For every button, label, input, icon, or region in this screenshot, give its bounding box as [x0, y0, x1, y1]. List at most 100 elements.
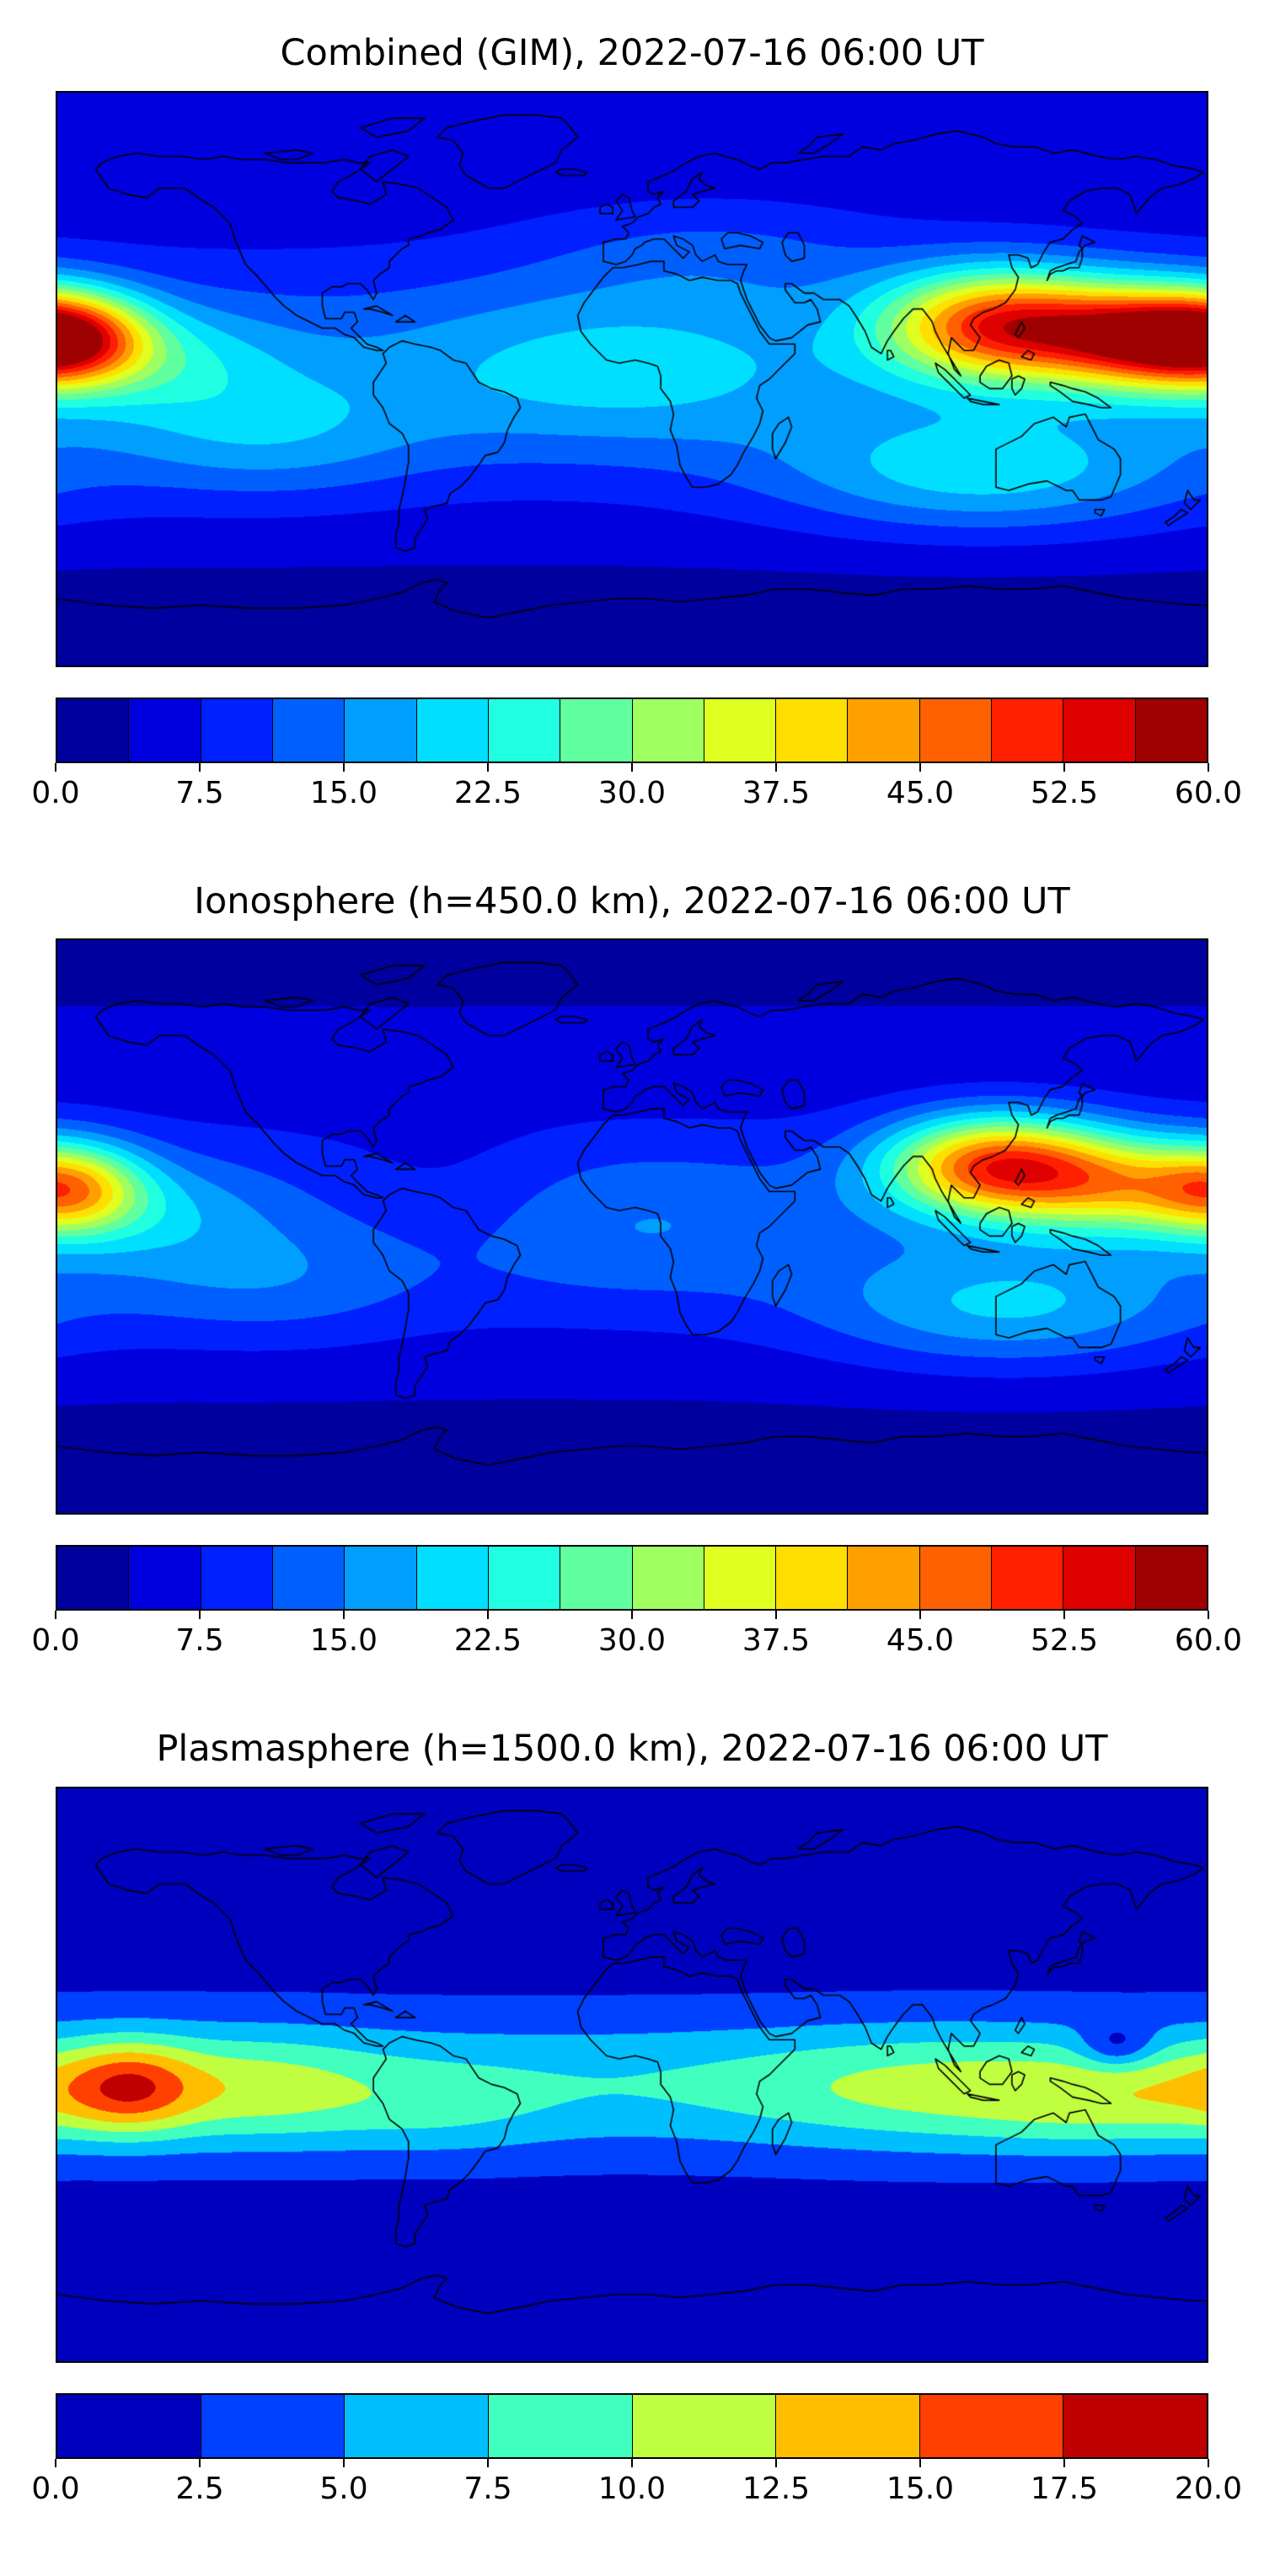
- colorbar-segment: [416, 698, 489, 762]
- colorbar-segment: [129, 698, 201, 762]
- colorbar-segment: [632, 1547, 704, 1610]
- colorbar-ionosphere: 0.0 7.5 15.0 22.5 30.0 37.5 45.0 52.5 60.0: [31, 1545, 1242, 1662]
- colorbar-combined: 0.0 7.5 15.0 22.5 30.0 37.5 45.0 52.5 60.0: [31, 697, 1242, 815]
- colorbar-tick-label: 30.0: [597, 1623, 667, 1659]
- map-ionosphere: [56, 938, 1208, 1515]
- colorbar-tick-mark: [919, 762, 921, 772]
- colorbar-segment: [704, 1547, 777, 1610]
- colorbar-tick-mark: [631, 762, 633, 772]
- colorbar-tick-label: 2.5: [175, 2471, 224, 2506]
- colorbar-segment: [776, 1547, 849, 1610]
- colorbar-tick-label: 7.5: [175, 775, 224, 810]
- panel-ionosphere: Ionosphere (h=450.0 km), 2022-07-16 06:0…: [31, 880, 1242, 1663]
- colorbar-segment: [560, 1547, 633, 1610]
- colorbar-segment: [416, 1547, 489, 1610]
- colorbar-tick-label: 15.0: [309, 775, 378, 810]
- colorbar-tick-mark: [1208, 2458, 1209, 2467]
- colorbar-tick-label: 12.5: [742, 2471, 811, 2506]
- colorbar-segment: [345, 698, 417, 762]
- colorbar-tick-mark: [343, 762, 345, 772]
- colorbar-tick-mark: [775, 762, 777, 772]
- colorbar-tick-label: 60.0: [1174, 1623, 1243, 1659]
- panel-plasmasphere: Plasmasphere (h=1500.0 km), 2022-07-16 0…: [31, 1728, 1242, 2510]
- colorbar-segment: [992, 1547, 1064, 1610]
- colorbar-tickmarks-plasmasphere: [55, 2458, 1209, 2468]
- colorbar-tick-mark: [487, 762, 489, 772]
- colorbar-segment: [1135, 1547, 1207, 1610]
- colorbar-segment: [1063, 1547, 1136, 1610]
- colorbar-tick-label: 37.5: [742, 775, 811, 810]
- colorbar-tick-label: 10.0: [597, 2471, 667, 2506]
- colorbar-segment: [919, 698, 993, 762]
- colorbar-tick-mark: [199, 762, 201, 772]
- colorbar-segment: [488, 698, 561, 762]
- colorbar-tick-mark: [55, 1611, 56, 1620]
- colorbar-segment: [57, 1547, 130, 1610]
- panel-title-plasmasphere: Plasmasphere (h=1500.0 km), 2022-07-16 0…: [156, 1728, 1108, 1771]
- colorbar-tick-mark: [487, 2458, 489, 2467]
- colorbar-tick-label: 0.0: [31, 1623, 80, 1659]
- colorbar-tick-mark: [919, 1611, 921, 1620]
- colorbar-segment: [919, 1547, 993, 1610]
- colorbar-tick-mark: [919, 2458, 921, 2467]
- colorbar-tick-mark: [1208, 1611, 1209, 1620]
- colorbar-ticklabels-ionosphere: 0.0 7.5 15.0 22.5 30.0 37.5 45.0 52.5 60.0: [31, 1623, 1242, 1662]
- colorbar-segment: [345, 2394, 489, 2457]
- colorbar-tick-label: 7.5: [175, 1623, 224, 1659]
- colorbar-tick-mark: [775, 1611, 777, 1620]
- colorbar-tick-mark: [1063, 2458, 1065, 2467]
- colorbar-bar-plasmasphere: [56, 2392, 1208, 2459]
- colorbar-tickmarks-combined: [55, 762, 1209, 772]
- map-canvas-ionosphere: [57, 940, 1207, 1514]
- colorbar-tick-label: 15.0: [309, 1623, 378, 1659]
- colorbar-tick-label: 15.0: [886, 2471, 955, 2506]
- colorbar-tick-label: 60.0: [1174, 775, 1243, 810]
- colorbar-tick-label: 37.5: [742, 1623, 811, 1659]
- colorbar-segment: [345, 1547, 417, 1610]
- colorbar-bar-ionosphere: [56, 1545, 1208, 1611]
- colorbar-tick-label: 20.0: [1174, 2471, 1243, 2506]
- colorbar-tick-label: 7.5: [463, 2471, 512, 2506]
- map-plasmasphere: [56, 1786, 1208, 2363]
- colorbar-ticklabels-plasmasphere: 0.0 2.5 5.0 7.5 10.0 12.5 15.0 17.5 20.0: [31, 2471, 1242, 2510]
- colorbar-tick-mark: [631, 2458, 633, 2467]
- colorbar-tick-label: 22.5: [453, 1623, 522, 1659]
- colorbar-segment: [201, 2394, 345, 2457]
- colorbar-tick-label: 30.0: [597, 775, 667, 810]
- colorbar-segment: [272, 1547, 345, 1610]
- colorbar-tickmarks-ionosphere: [55, 1611, 1209, 1620]
- panel-combined-gim: Combined (GIM), 2022-07-16 06:00 UT 0.0 7…: [31, 32, 1242, 815]
- map-canvas-plasmasphere: [57, 1788, 1207, 2361]
- colorbar-tick-mark: [631, 1611, 633, 1620]
- colorbar-tick-label: 0.0: [31, 2471, 80, 2506]
- colorbar-segment: [488, 2394, 633, 2457]
- colorbar-ticklabels-combined: 0.0 7.5 15.0 22.5 30.0 37.5 45.0 52.5 60.0: [31, 775, 1242, 815]
- colorbar-segment: [488, 1547, 561, 1610]
- colorbar-segment: [560, 698, 633, 762]
- colorbar-segment: [992, 698, 1064, 762]
- colorbar-tick-mark: [1063, 762, 1065, 772]
- colorbar-segment: [776, 2394, 920, 2457]
- colorbar-tick-mark: [55, 2458, 56, 2467]
- colorbar-segment: [201, 698, 273, 762]
- colorbar-bar-combined: [56, 697, 1208, 763]
- colorbar-tick-mark: [487, 1611, 489, 1620]
- panel-title-combined: Combined (GIM), 2022-07-16 06:00 UT: [280, 32, 984, 74]
- colorbar-segment: [1135, 698, 1207, 762]
- colorbar-tick-label: 5.0: [319, 2471, 368, 2506]
- colorbar-tick-mark: [199, 2458, 201, 2467]
- colorbar-tick-mark: [199, 1611, 201, 1620]
- colorbar-segment: [848, 1547, 920, 1610]
- colorbar-tick-label: 17.5: [1030, 2471, 1099, 2506]
- colorbar-tick-mark: [775, 2458, 777, 2467]
- colorbar-tick-mark: [343, 1611, 345, 1620]
- colorbar-tick-label: 52.5: [1030, 775, 1099, 810]
- colorbar-segment: [919, 2394, 1064, 2457]
- colorbar-tick-mark: [1063, 1611, 1065, 1620]
- colorbar-segment: [57, 2394, 201, 2457]
- colorbar-segment: [776, 698, 849, 762]
- colorbar-plasmasphere: 0.0 2.5 5.0 7.5 10.0 12.5 15.0 17.5 20.0: [31, 2392, 1242, 2510]
- colorbar-segment: [201, 1547, 273, 1610]
- colorbar-segment: [272, 698, 345, 762]
